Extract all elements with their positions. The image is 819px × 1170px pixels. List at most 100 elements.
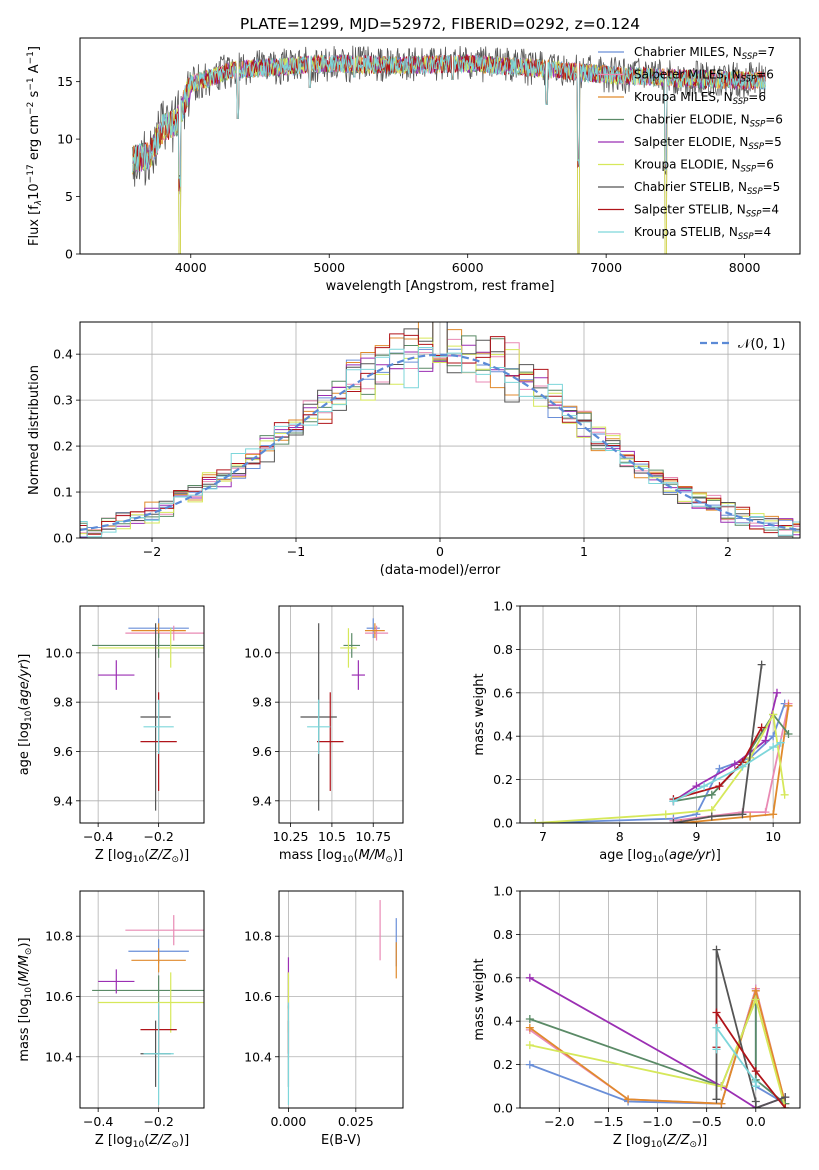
x-tick-label: 0 [436,544,444,559]
x-tick-label: 1 [580,544,588,559]
y-tick-label: 10.6 [244,989,272,1004]
weight-marker [717,1082,726,1091]
x-tick-label: −1.0 [642,1114,672,1129]
y-tick-label: 0.0 [53,531,73,546]
errorbar-point [125,625,204,641]
x-tick-label: 10.25 [273,829,309,844]
y-tick-label: 9.4 [53,793,73,808]
x-tick-label: 7 [539,829,547,844]
weight-marker [700,782,709,791]
y-tick-label: 0 [65,247,73,262]
y-tick-label: 0.4 [493,1014,513,1029]
weight-marker [525,1060,534,1069]
spectrum-plot: 4000 5000 6000 7000 8000 0 5 10 15 wavelength [An… [26,37,801,294]
age_vs_mass-plot: 10.25 10.5 10.75 9.4 9.6 9.8 10.0 mass [log10(M… [244,605,404,865]
y-tick-label: 10.4 [45,1049,73,1064]
weight-marker [712,1045,721,1054]
y-tick-label: 1.0 [493,599,513,614]
weight-marker [757,723,766,732]
y-tick-label: 1.0 [493,884,513,899]
errorbar-point [92,975,204,1006]
axes-frame [278,890,404,1109]
weight-marker [677,819,686,823]
spectrum-legend: Chabrier MILES, NSSP=7 Salpeter MILES, NS… [598,45,783,242]
age_vs_mass-points [300,618,389,811]
x-tick-label: 10.5 [318,829,346,844]
histogram-3 [80,335,800,538]
errorbar-point [351,660,365,690]
weight_vs_Z-lines [525,945,790,1108]
weight-marker [531,819,540,823]
y-axis-label: age [log10(age/yr)] [17,654,34,776]
weight-marker [751,995,760,1004]
y-tick-label: 10.0 [45,645,73,660]
mass_vs_ebv-plot: 0.000 0.025 10.4 10.6 10.8 E(B-V) [244,890,404,1148]
x-axis-label: Z [log10(Z/Z⊙)] [613,1133,707,1150]
weight-marker [780,790,789,799]
errorbar-point [343,633,361,658]
weight-marker [784,730,793,739]
legend-label: Salpeter STELIB, NSSP=4 [634,203,779,220]
weight-marker [769,710,778,719]
weight-marker [712,945,721,954]
legend-label: Kroupa ELODIE, NSSP=6 [634,158,774,175]
weight-marker [751,1082,760,1091]
weight-series-8 [712,1023,760,1091]
weight-series-6 [712,945,790,1108]
weight-marker [769,810,778,819]
y-tick-label: 0.8 [493,927,513,942]
weight-marker [717,1099,726,1108]
legend-label: Chabrier ELODIE, NSSP=6 [634,113,783,130]
x-tick-label: −0.4 [83,829,113,844]
errorbar-point [307,699,331,754]
y-tick-label: 0.4 [493,729,513,744]
x-tick-label: −0.2 [143,829,173,844]
weight-marker [757,660,766,669]
errorbar-point [131,948,186,973]
errorbar-point [364,623,385,639]
weight-marker [776,738,785,747]
axes-frame [519,890,801,1109]
weight-marker [781,1093,790,1102]
errorbar-point [366,618,380,639]
histogram-2 [80,322,800,531]
spectrum-8 [132,53,766,187]
x-tick-label: −0.2 [143,1114,173,1129]
x-axis-label: wavelength [Angstrom, rest frame] [326,279,555,294]
legend-label: Kroupa MILES, NSSP=6 [634,90,766,107]
x-axis-label: (data-model)/error [380,563,501,578]
mass_vs_Z-plot: −0.4 −0.2 10.4 10.6 10.8 Z [log10(Z/Z⊙)] mass … [17,890,205,1150]
axes-frame [519,605,801,824]
x-tick-label: 7000 [590,260,622,275]
mass_vs_ebv-points [287,900,397,1105]
weight-marker [525,1015,534,1024]
y-tick-label: 0.0 [493,816,513,831]
y-tick-label: 15 [57,74,73,89]
errorbar-point [317,692,344,791]
weight-marker [692,782,701,791]
y-tick-label: 9.4 [252,793,272,808]
weight-series-4 [669,688,781,806]
age_vs_Z-points [92,618,204,811]
x-tick-label: 4000 [175,260,207,275]
errorbar-point [98,969,135,994]
legend-label: Chabrier STELIB, NSSP=5 [634,180,780,197]
weight_vs_age-lines [531,660,793,823]
errorbar-point [340,628,357,668]
axes-frame [79,37,801,255]
residuals-plot: −2 −1 0 1 2 0.0 0.1 0.2 0.3 0.4 (data-model)/error… [27,321,801,578]
weight-marker [746,812,755,821]
histogram-6 [80,322,800,537]
y-axis-label: Flux [fλ10−17 erg cm−2 s−1 A−1] [26,46,44,246]
y-tick-label: 0.0 [493,1101,513,1116]
weight-marker [525,1041,534,1050]
mass_vs_Z-points [92,915,204,1105]
weight-marker [712,1095,721,1104]
y-tick-label: 9.6 [252,744,272,759]
x-tick-label: 8 [616,829,624,844]
x-axis-label: Z [log10(Z/Z⊙)] [95,1133,189,1150]
histogram-8 [80,347,800,538]
weight-marker [707,812,716,821]
errorbar-point [143,1002,174,1105]
